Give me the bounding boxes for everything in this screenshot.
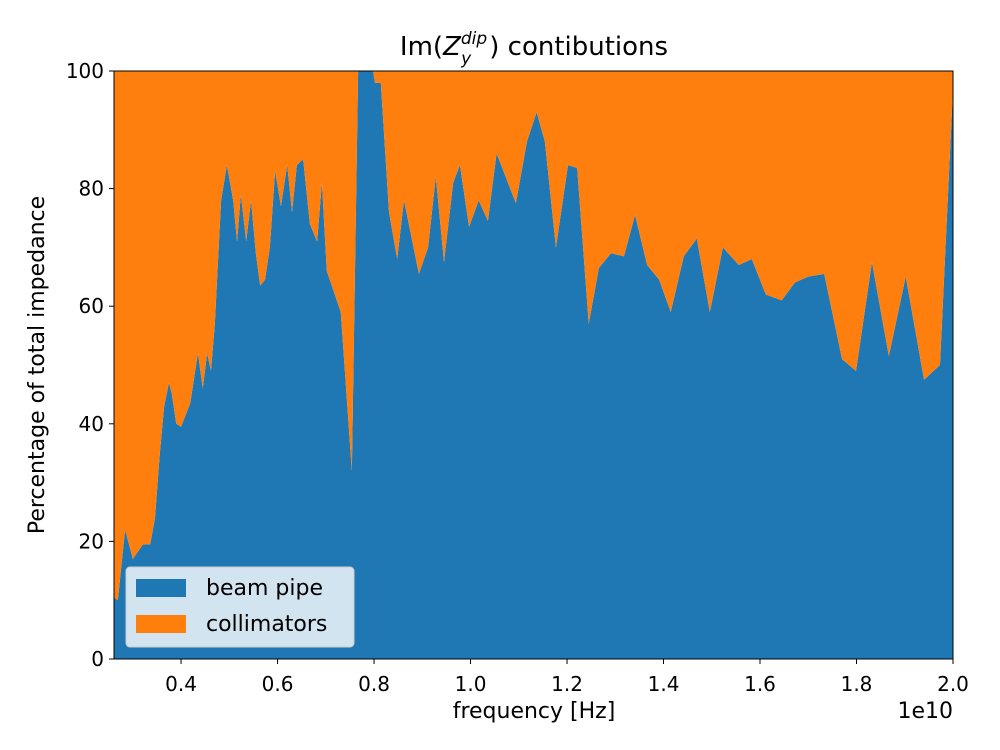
legend: beam pipe collimators [125,566,355,648]
y-tick-label: 80 [79,177,104,201]
y-tick-label: 40 [79,412,104,436]
legend-label: collimators [206,612,327,637]
x-tick-label: 0.4 [165,672,197,696]
x-tick-label: 1.6 [744,672,776,696]
legend-label: beam pipe [206,576,323,601]
x-tick-label: 0.6 [262,672,294,696]
x-tick-label: 1.8 [841,672,873,696]
area [114,71,953,601]
x-tick-label: 1.4 [648,672,680,696]
chart-title: Im(Zdip y ) contibutions [400,29,668,69]
x-axis-label: frequency [Hz] [453,699,616,724]
x-tick-label: 2.0 [937,672,969,696]
area [114,71,953,659]
plot-area [114,71,953,659]
y-axis-label: Percentage of total impedance [25,196,50,534]
title-part: Im( [400,32,443,62]
y-tick-label: 60 [79,294,104,318]
title-subscript: y [460,49,472,69]
y-tick-label: 20 [79,529,104,553]
y-tick-label: 100 [66,59,104,83]
legend-swatch [136,615,186,633]
axes-frame [113,70,954,660]
x-offset-label: 1e10 [897,699,953,724]
title-part: ) contibutions [489,32,668,62]
title-superscript: dip [461,29,488,49]
title-symbol: Z [442,32,462,62]
x-tick-label: 1.2 [551,672,583,696]
y-tick-label: 0 [91,647,104,671]
x-tick-label: 1.0 [455,672,487,696]
x-tick-label: 0.8 [358,672,390,696]
legend-swatch [136,579,186,597]
